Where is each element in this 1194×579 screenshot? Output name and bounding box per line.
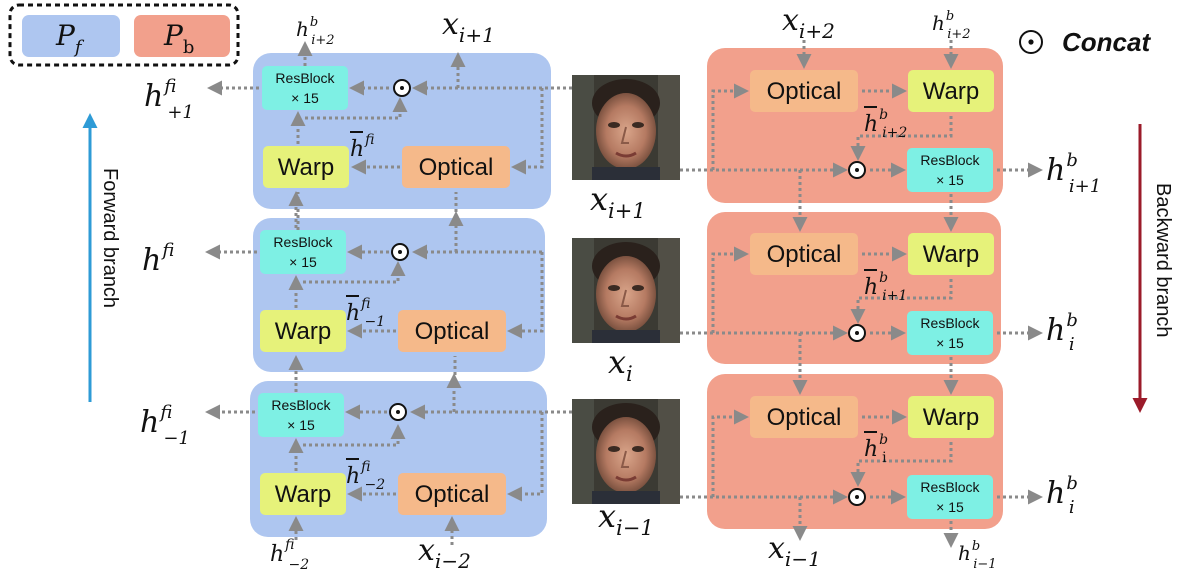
- label-h-f-i-minus-2: hf i−2: [270, 537, 309, 573]
- resblock-count: × 15: [289, 254, 317, 270]
- face-photo-x-i-plus-1: [570, 73, 682, 182]
- label-hbar-f-i-minus-2: hf i−2: [346, 459, 385, 493]
- warp-box: [908, 233, 994, 275]
- optical-box: [398, 473, 506, 515]
- resblock-label: ResBlock: [273, 234, 333, 250]
- forward-middle-blocks: ResBlock × 15 Warp Optical: [260, 230, 506, 352]
- forward-bottom-blocks: ResBlock × 15 Warp Optical: [258, 393, 506, 515]
- concat-legend: Concat: [1019, 27, 1151, 57]
- label-x-i-minus-2: xi−2: [418, 533, 471, 573]
- warp-label: Warp: [923, 241, 979, 268]
- warp-box: [263, 146, 349, 188]
- warp-box: [908, 70, 994, 112]
- optical-label: Optical: [767, 241, 842, 268]
- resblock-box: [907, 148, 993, 192]
- optical-box: [750, 70, 858, 112]
- backward-panels: [707, 48, 1003, 529]
- resblock-box: [907, 311, 993, 355]
- warp-box: [260, 310, 346, 352]
- label-h-b-i-bottom: hb i: [1046, 473, 1078, 518]
- resblock-label: ResBlock: [920, 479, 980, 495]
- forward-branch: Forward branch: [82, 113, 121, 402]
- optical-label: Optical: [767, 404, 842, 431]
- optical-box: [750, 396, 858, 438]
- label-h-b-i-minus-1-bottom: hb i−1: [958, 539, 997, 572]
- resblock-count: × 15: [936, 172, 964, 188]
- backward-branch: Backward branch: [1132, 124, 1174, 413]
- label-h-b-i-middle: hb i: [1046, 310, 1078, 355]
- backward-bottom-blocks: Optical Warp ResBlock × 15: [750, 396, 994, 519]
- optical-label: Optical: [415, 318, 490, 345]
- legend-pb-swatch: [134, 15, 230, 57]
- optical-label: Optical: [767, 78, 842, 105]
- optical-label: Optical: [419, 154, 494, 181]
- forward-top-blocks: ResBlock × 15 Warp Optical: [262, 66, 510, 188]
- optical-box: [398, 310, 506, 352]
- label-h-f-i: hfi: [142, 240, 174, 278]
- resblock-label: ResBlock: [275, 70, 335, 86]
- label-x-i: xi: [608, 343, 633, 386]
- resblock-count: × 15: [936, 499, 964, 515]
- forward-branch-label: Forward branch: [99, 168, 121, 308]
- label-hbar-b-i-plus-1: hb i+1: [864, 270, 907, 304]
- label-h-b-i-plus-2-backward: hb i+2: [932, 9, 971, 42]
- resblock-box: [262, 66, 348, 110]
- label-h-b-i-plus-1: hb i+1: [1046, 150, 1101, 197]
- backward-branch-label: Backward branch: [1152, 183, 1174, 338]
- warp-box: [260, 473, 346, 515]
- optical-label: Optical: [415, 481, 490, 508]
- label-x-i-minus-1: xi−1: [598, 497, 654, 540]
- face-photo-x-i-minus-1: [570, 397, 682, 506]
- warp-label: Warp: [275, 481, 331, 508]
- warp-label: Warp: [923, 78, 979, 105]
- label-hbar-b-i: hb i: [864, 432, 888, 466]
- resblock-count: × 15: [936, 335, 964, 351]
- resblock-box: [258, 393, 344, 437]
- backward-middle-blocks: Optical Warp ResBlock × 15: [750, 233, 994, 355]
- resblock-box: [260, 230, 346, 274]
- resblock-label: ResBlock: [920, 152, 980, 168]
- label-hbar-b-i-plus-2: hb i+2: [864, 107, 907, 141]
- legend-pb-label: Pb: [163, 19, 194, 58]
- warp-label: Warp: [923, 404, 979, 431]
- label-h-f-i-minus-1: hf i−1: [140, 402, 190, 449]
- resblock-count: × 15: [287, 417, 315, 433]
- legend: Pf Pb: [8, 3, 240, 67]
- optical-box: [750, 233, 858, 275]
- label-h-b-i-plus-2-top: hb i+2: [296, 15, 335, 48]
- concat-label: Concat: [1062, 27, 1151, 57]
- resblock-box: [907, 475, 993, 519]
- legend-pf-swatch: [22, 15, 120, 57]
- connectors: [205, 40, 1043, 548]
- label-hbar-f-i-minus-1: hf i−1: [346, 296, 385, 330]
- label-x-i-plus-1: xi+1: [590, 180, 646, 223]
- warp-label: Warp: [278, 154, 334, 181]
- face-photo-x-i: [570, 236, 682, 345]
- backward-top-blocks: Optical Warp ResBlock × 15: [750, 70, 994, 192]
- resblock-count: × 15: [291, 90, 319, 106]
- resblock-label: ResBlock: [920, 315, 980, 331]
- resblock-label: ResBlock: [271, 397, 331, 413]
- warp-box: [908, 396, 994, 438]
- label-x-i-plus-2-top: xi+2: [782, 3, 835, 43]
- label-h-f-i-plus-1: hf i+1: [144, 76, 194, 123]
- warp-label: Warp: [275, 318, 331, 345]
- label-hbar-f-i: hfi: [350, 132, 375, 162]
- label-x-i-plus-1-top: xi+1: [442, 7, 495, 47]
- label-x-i-minus-1-bottom: xi−1: [768, 531, 821, 571]
- optical-box: [402, 146, 510, 188]
